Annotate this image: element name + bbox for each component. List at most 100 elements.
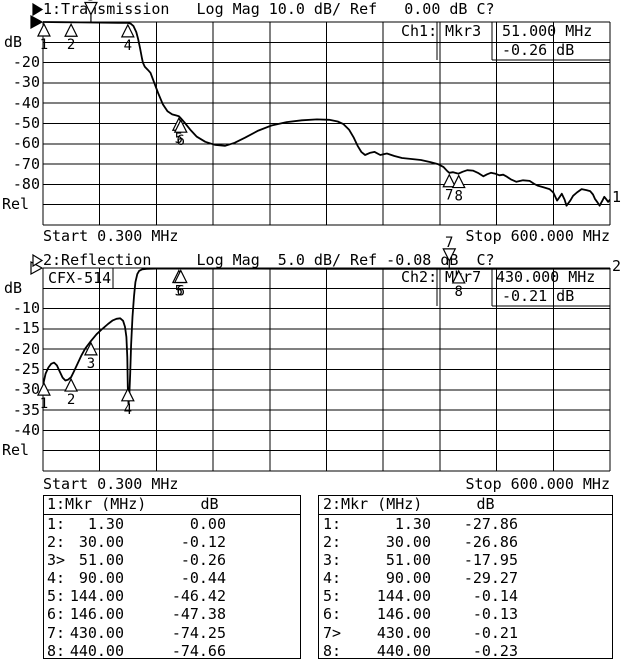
marker-frequency-cell: 51.00 xyxy=(385,551,431,570)
chart1-ytick: -80 xyxy=(12,174,40,193)
channel2-info-ch: Ch2: xyxy=(401,268,438,286)
marker-table-ch1-header: 1:Mkr (MHz) dB xyxy=(44,496,300,515)
svg-text:7: 7 xyxy=(445,235,453,251)
chart2-ytick: -25 xyxy=(12,360,40,378)
marker-number-cell: 1: xyxy=(323,515,342,533)
channel1-unit-label: dB xyxy=(4,33,23,51)
marker-number-cell: 3> xyxy=(47,551,66,570)
chart1-marker-6: 6 xyxy=(173,118,188,149)
marker-frequency-cell: 90.00 xyxy=(78,569,124,588)
marker-table-ch2-header: 2:Mkr (MHz) dB xyxy=(319,496,612,515)
marker-value-cell: -46.42 xyxy=(171,587,226,606)
chart1-marker-7: 7 xyxy=(442,173,457,204)
chart2-ytick: -20 xyxy=(12,339,40,358)
marker-table-row: 1: 1.30 0.00 xyxy=(44,515,300,533)
marker-number-cell: 8: xyxy=(323,641,342,659)
marker-table-row: 5: 144.00 -0.14 xyxy=(319,587,612,605)
marker-frequency-cell: 440.00 xyxy=(376,641,431,659)
chart1-ytick: -60 xyxy=(12,134,40,153)
channel1-info-value: -0.26 dB xyxy=(502,41,575,59)
chart1-ytick: -40 xyxy=(12,93,40,112)
marker-value-cell: -0.13 xyxy=(472,605,518,624)
device-label: CFX-514 xyxy=(48,269,112,287)
svg-text:1: 1 xyxy=(40,396,48,412)
svg-text:2: 2 xyxy=(67,392,75,408)
trace2-line xyxy=(42,267,611,405)
svg-text:4: 4 xyxy=(124,38,132,54)
svg-text:5: 5 xyxy=(175,284,183,300)
chart2-ytick: -15 xyxy=(12,319,40,338)
marker-table-row: 8: 440.00 -0.23 xyxy=(319,642,612,659)
marker-number-cell: 2: xyxy=(323,533,342,552)
marker-frequency-cell: 440.00 xyxy=(69,641,124,659)
marker-value-cell: -0.12 xyxy=(180,533,226,552)
channel1-info-marker: Mkr3 xyxy=(445,22,482,40)
chart1-marker-8: 8 xyxy=(451,174,466,205)
marker-value-cell: -47.38 xyxy=(171,605,226,624)
svg-text:4: 4 xyxy=(124,402,132,418)
channel2-info-frequency: 430.000 MHz xyxy=(496,268,596,286)
marker-number-cell: 5: xyxy=(323,587,342,606)
channel1-title: 1:Transmission Log Mag 10.0 dB/ Ref 0.00… xyxy=(43,0,495,18)
chart1-marker-2: 2 xyxy=(64,22,79,53)
marker-value-cell: -74.25 xyxy=(171,623,226,642)
marker-table-row: 2: 30.00 -0.12 xyxy=(44,533,300,551)
channel2-title: 2:Reflection Log Mag 5.0 dB/ Ref -0.08 d… xyxy=(43,251,495,269)
marker-value-cell: -17.95 xyxy=(463,551,518,570)
marker-frequency-cell: 51.00 xyxy=(78,551,124,570)
chart1-marker-3: 3 xyxy=(83,0,98,22)
channel1-info-ch: Ch1: xyxy=(401,22,438,40)
marker-frequency-cell: 30.00 xyxy=(78,533,124,552)
svg-text:8: 8 xyxy=(455,189,463,205)
channel1-start-label: Start 0.300 MHz xyxy=(43,227,179,245)
marker-table-row: 8: 440.00 -74.66 xyxy=(44,642,300,659)
chart2-ytick: -40 xyxy=(12,420,40,439)
marker-frequency-cell: 90.00 xyxy=(385,569,431,588)
marker-table-ch1: 1:Mkr (MHz) dB 1: 1.30 0.00 2: 30.00 -0.12 3> 5… xyxy=(43,495,301,659)
marker-value-cell: -27.86 xyxy=(463,515,518,533)
marker-value-cell: -0.44 xyxy=(180,569,226,588)
chart2-ytick: -30 xyxy=(12,380,40,399)
channel2-stop-label: Stop 600.000 MHz xyxy=(465,475,611,493)
marker-table-row: 5: 144.00 -46.42 xyxy=(44,587,300,605)
marker-table-row: 7: 430.00 -74.25 xyxy=(44,624,300,642)
marker-table-row: 1: 1.30 -27.86 xyxy=(319,515,612,533)
marker-frequency-cell: 1.30 xyxy=(87,515,124,533)
channel1-info-frequency: 51.000 MHz xyxy=(502,22,593,40)
channel1-rel-label: Rel xyxy=(2,195,30,213)
marker-value-cell: -0.21 xyxy=(472,623,518,642)
chart1-ytick: -50 xyxy=(12,114,40,132)
svg-text:7: 7 xyxy=(445,188,453,204)
marker-frequency-cell: 1.30 xyxy=(394,515,431,533)
svg-text:5: 5 xyxy=(175,131,183,147)
marker-number-cell: 3: xyxy=(323,551,342,570)
svg-text:3: 3 xyxy=(87,0,95,5)
chart2-ytick: -35 xyxy=(12,400,40,419)
chart1-marker-1: 1 xyxy=(36,22,51,53)
marker-table-ch2-rows: 1: 1.30 -27.86 2: 30.00 -26.86 3: 51.00 -17.95 4:… xyxy=(319,515,612,659)
chart2-marker-4: 4 xyxy=(120,387,135,418)
marker-frequency-cell: 146.00 xyxy=(69,605,124,624)
marker-table-ch2: 2:Mkr (MHz) dB 1: 1.30 -27.86 2: 30.00 -26.86… xyxy=(318,495,613,659)
chart1-ytick: -70 xyxy=(12,154,40,173)
marker-frequency-cell: 430.00 xyxy=(69,623,124,642)
svg-text:8: 8 xyxy=(455,284,463,300)
marker-number-cell: 8: xyxy=(47,641,66,659)
marker-value-cell: -74.66 xyxy=(171,641,226,659)
marker-table-row: 3> 51.00 -0.26 xyxy=(44,551,300,569)
svg-text:6: 6 xyxy=(177,133,185,149)
marker-number-cell: 7> xyxy=(323,623,342,642)
svg-text:3: 3 xyxy=(87,356,95,372)
channel1-title-arrow-icon xyxy=(32,2,44,17)
chart2-marker-1: 1 xyxy=(36,381,51,412)
marker-table-row: 2: 30.00 -26.86 xyxy=(319,533,612,551)
marker-number-cell: 4: xyxy=(323,569,342,588)
marker-number-cell: 5: xyxy=(47,587,66,606)
channel2-rel-label: Rel xyxy=(2,441,30,459)
chart2-marker-3: 3 xyxy=(83,341,98,372)
marker-table-row: 4: 90.00 -29.27 xyxy=(319,569,612,587)
channel2-start-label: Start 0.300 MHz xyxy=(43,475,179,493)
